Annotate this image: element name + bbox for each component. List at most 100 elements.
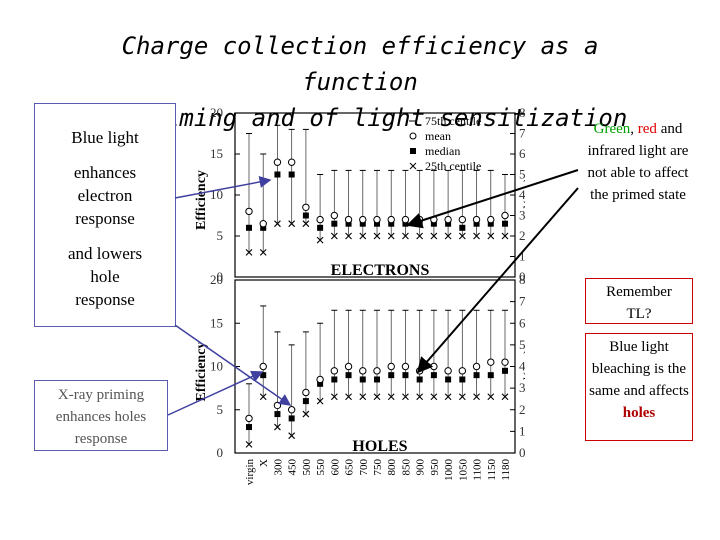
- holes-mean-point: [487, 358, 495, 366]
- holes-p25-point: [302, 410, 310, 418]
- holes-mean-point: [501, 358, 509, 366]
- holes-median-point: [345, 372, 352, 379]
- holes-y-tick-label: 10: [210, 359, 223, 374]
- efficiency-chart: 0510152001020304050607080Efficiencyd(μm)…: [194, 105, 525, 485]
- electrons-p25-point: [245, 249, 253, 256]
- holes-p25-point: [345, 393, 352, 401]
- holes-median-point: [302, 398, 309, 405]
- electrons-mean-point: [430, 215, 438, 224]
- holes-mean-point: [472, 362, 481, 371]
- holes-p25-point: [501, 393, 509, 401]
- electrons-p25-point: [288, 220, 296, 228]
- electrons-mean-point: [359, 215, 367, 224]
- legend-marker-25th: [409, 162, 417, 170]
- electrons-y-tick-label: 5: [217, 228, 224, 243]
- callout-text-blue-light: Blue light: [71, 128, 139, 147]
- electrons-annotation: ELECTRONS: [331, 262, 430, 279]
- electrons-median-point: [345, 220, 352, 227]
- x-tick-label: 550: [315, 459, 327, 476]
- note-green-word: Green: [593, 121, 631, 137]
- electrons-mean-point: [259, 220, 267, 228]
- holes-median-point: [317, 380, 324, 387]
- electrons-median-point: [288, 171, 295, 178]
- holes-annotation: HOLES: [352, 438, 407, 455]
- electrons-median-point: [459, 224, 466, 231]
- title-line-2: of priming and of light sensitization: [92, 104, 628, 132]
- x-tick-label: 1050: [457, 459, 469, 482]
- electrons-median-point: [274, 171, 281, 178]
- electrons-median-point: [402, 220, 409, 227]
- holes-median-point: [359, 376, 366, 383]
- x-tick-label: 500: [301, 459, 313, 476]
- electrons-plot-frame: [234, 112, 516, 278]
- electrons-p25-point: [402, 232, 409, 240]
- holes-p25-point: [387, 393, 395, 401]
- electrons-mean-point: [316, 215, 324, 224]
- x-tick-label: X: [258, 459, 270, 467]
- holes-median-point: [459, 376, 466, 383]
- light-color-note: Green, red and infrared light are not ab…: [578, 118, 698, 206]
- note-rest: and infrared light are not able to affec…: [587, 121, 689, 203]
- electrons-mean-point: [387, 215, 395, 224]
- xray-priming-callout: X-ray priming enhances holes response: [34, 380, 168, 451]
- x-tick-label: 850: [400, 459, 412, 476]
- legend-marker-mean: [409, 132, 417, 140]
- holes-p25-point: [473, 393, 480, 401]
- callout-text-enhances-electron: enhances electron response: [73, 163, 137, 228]
- electrons-mean-point: [330, 211, 339, 220]
- holes-mean-point: [302, 388, 310, 397]
- x-tick-label: 1000: [443, 459, 455, 482]
- holes-y-tick-label: 5: [217, 402, 224, 417]
- callout-text-lowers-hole: and lowers hole response: [67, 244, 143, 309]
- electrons-median-point: [260, 224, 267, 231]
- holes-median-point: [274, 411, 281, 418]
- electrons-median-point: [246, 224, 252, 231]
- electrons-mean-point: [344, 215, 353, 224]
- electrons-y2-tick-label: 70: [519, 126, 525, 141]
- x-tick-label: 650: [344, 459, 356, 476]
- electrons-median-point: [502, 220, 508, 227]
- electrons-p25-point: [259, 249, 267, 256]
- electrons-p25-point: [345, 232, 352, 240]
- electrons-mean-point: [501, 211, 509, 220]
- electrons-mean-point: [287, 158, 296, 166]
- holes-median-point: [445, 376, 452, 383]
- electrons-y2-axis-label: d(μm): [522, 177, 525, 212]
- holes-median-point: [416, 376, 423, 383]
- holes-median-point: [430, 372, 437, 379]
- holes-mean-point: [359, 367, 367, 375]
- electrons-mean-point: [472, 215, 481, 224]
- title-line-1: Charge collection efficiency as a functi…: [121, 32, 599, 96]
- holes-p25-point: [487, 393, 495, 401]
- holes-median-point: [288, 415, 295, 422]
- remember-tl-box: Remember TL?: [585, 278, 693, 324]
- x-tick-label: 600: [329, 459, 341, 476]
- holes-p25-point: [316, 397, 324, 405]
- electrons-mean-point: [373, 215, 381, 224]
- x-tick-label: 1100: [472, 459, 484, 481]
- bleaching-holes-word: holes: [622, 405, 656, 421]
- x-tick-label: 300: [272, 459, 284, 476]
- electrons-y2-tick-label: 10: [519, 249, 525, 264]
- x-tick-label: 750: [372, 459, 384, 476]
- holes-y2-tick-label: 30: [519, 380, 525, 395]
- electrons-mean-point: [401, 215, 410, 224]
- electrons-p25-point: [274, 220, 281, 228]
- electrons-y-tick-label: 20: [210, 105, 223, 120]
- holes-mean-point: [387, 362, 395, 371]
- electrons-y2-tick-label: 60: [519, 146, 525, 161]
- legend-marker-median: [410, 148, 416, 154]
- electrons-p25-point: [302, 220, 310, 228]
- holes-median-point: [331, 376, 338, 383]
- x-tick-label: 950: [429, 459, 441, 476]
- electrons-median-point: [331, 220, 338, 227]
- electrons-p25-point: [359, 232, 367, 240]
- x-tick-label: 1180: [500, 459, 512, 481]
- holes-median-point: [502, 367, 508, 374]
- holes-median-point: [388, 372, 395, 379]
- slide-title: Charge collection efficiency as a functi…: [60, 28, 660, 136]
- holes-mean-point: [401, 362, 410, 371]
- legend-label: mean: [425, 129, 451, 143]
- electrons-median-point: [388, 220, 395, 227]
- holes-p25-point: [274, 423, 281, 431]
